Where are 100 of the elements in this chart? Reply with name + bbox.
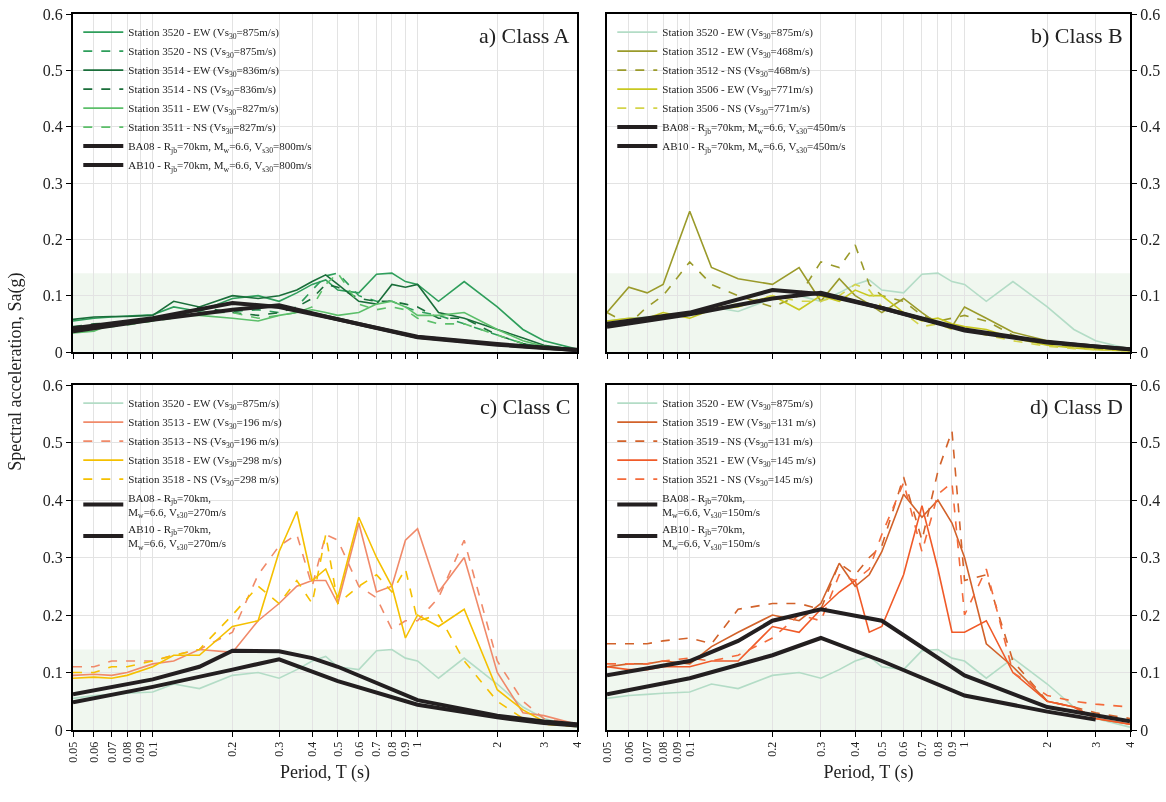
y-tick-label: 0.1 — [1140, 287, 1161, 305]
x-tick-label: 0.06 — [86, 741, 101, 763]
y-tick-label: 0.3 — [42, 549, 63, 567]
y-tick-label: 0.5 — [42, 61, 63, 79]
legend-label: Station 3520 - EW (Vs$_{30}$=875m/s) — [128, 397, 280, 412]
legend-label: Station 3514 - NS (Vs$_{30}$=836m/s) — [128, 83, 277, 98]
y-tick-label: 0.2 — [42, 230, 63, 248]
legend-label: Station 3511 - EW (Vs$_{30}$=827m/s) — [128, 102, 279, 117]
legend-label: Station 3520 - EW (Vs$_{30}$=875m/s) — [128, 26, 280, 41]
legend-label: BA08 - R$_{jb}$=70km, M$_{w}$=6.6, V$_{s30}$=800m/s — [128, 140, 312, 155]
x-tick-label: 0.09 — [133, 741, 148, 763]
legend-label: Station 3520 - EW (Vs$_{30}$=875m/s) — [662, 26, 814, 41]
legend-label: Station 3519 - NS (Vs$_{30}$=131 m/s) — [662, 435, 814, 450]
y-tick-label: 0.6 — [42, 376, 63, 394]
y-tick-label: 0.1 — [42, 287, 63, 305]
y-tick-label: 0.6 — [1140, 376, 1161, 394]
legend-label: Station 3506 - NS (Vs$_{30}$=771m/s) — [662, 102, 811, 117]
x-tick-label: 0.05 — [599, 741, 614, 763]
x-tick-label: 0.8 — [384, 741, 399, 757]
x-axis-title: Period, T (s) — [823, 762, 914, 784]
x-tick-label: 0.9 — [398, 741, 413, 757]
x-tick-label: 4 — [569, 741, 584, 748]
x-tick-label: 0.1 — [145, 741, 160, 757]
y-tick-label: 0.2 — [42, 606, 63, 624]
legend-label: Station 3521 - NS (Vs$_{30}$=145 m/s) — [662, 473, 814, 488]
x-tick-label: 0.08 — [656, 741, 670, 763]
y-tick-label: 0.3 — [42, 174, 63, 192]
x-tick-label: 0.06 — [621, 741, 636, 763]
legend-label: Station 3513 - NS (Vs$_{30}$=196 m/s) — [128, 435, 280, 450]
y-tick-label: 0.6 — [42, 5, 63, 23]
legend-label: AB10 - R$_{jb}$=70km, M$_{w}$=6.6, V$_{s30}$=800m/s — [128, 159, 312, 174]
x-axis-title: Period, T (s) — [280, 762, 370, 784]
legend-label: Station 3519 - EW (Vs$_{30}$=131 m/s) — [662, 416, 816, 431]
y-tick-label: 0.3 — [1140, 174, 1161, 192]
y-tick-label: 0.4 — [42, 118, 63, 136]
legend-label: Station 3521 - EW (Vs$_{30}$=145 m/s) — [662, 454, 816, 469]
y-tick-label: 0.1 — [42, 664, 63, 682]
x-tick-label: 0.5 — [330, 741, 345, 757]
x-tick-label: 0.3 — [271, 741, 286, 757]
x-tick-label: 0.4 — [305, 741, 320, 757]
x-tick-label: 0.6 — [896, 741, 911, 757]
x-tick-label: 2 — [1040, 741, 1055, 748]
x-tick-label: 0.8 — [930, 741, 945, 757]
text: AB10 - R$_{jb}$=70km, M$_{w}$=6.6, V$_{s30}$=150m/s — [662, 523, 761, 552]
y-tick-label: 0 — [54, 343, 63, 361]
x-tick-label: 1 — [410, 741, 425, 748]
x-tick-label: 0.07 — [640, 741, 655, 763]
x-tick-label: 0.1 — [682, 741, 697, 757]
chart-title: d) Class D — [1030, 394, 1123, 419]
x-tick-label: 2 — [490, 741, 505, 748]
x-tick-label: 0.09 — [670, 741, 685, 763]
chart-title: a) Class A — [479, 23, 570, 48]
x-tick-label: 0.2 — [765, 741, 780, 757]
legend-label: Station 3512 - NS (Vs$_{30}$=468m/s) — [662, 64, 811, 79]
x-tick-label: 0.3 — [813, 741, 828, 757]
x-tick-label: 0.07 — [104, 741, 119, 763]
x-tick-label: 1 — [957, 741, 972, 748]
chart-title: c) Class C — [480, 394, 571, 419]
x-tick-label: 0.7 — [914, 741, 929, 757]
y-tick-label: 0 — [1140, 721, 1149, 739]
x-tick-label: 0.4 — [848, 741, 863, 757]
y-tick-label: 0.4 — [1140, 118, 1161, 136]
legend-label: Station 3513 - EW (Vs$_{30}$=196 m/s) — [128, 416, 282, 431]
y-tick-label: 0.3 — [1140, 549, 1161, 567]
y-tick-label: 0.4 — [1140, 491, 1161, 509]
x-tick-label: 0.08 — [119, 741, 134, 763]
legend-label: Station 3520 - EW (Vs$_{30}$=875m/s) — [662, 397, 814, 412]
x-tick-label: 0.05 — [65, 741, 80, 763]
y-axis-title: Spectral acceleration, Sa(g) — [4, 272, 26, 471]
x-tick-label: 0.2 — [225, 741, 240, 757]
legend-label: BA08 - R$_{jb}$=70km, M$_{w}$=6.6, V$_{s30}$=450m/s — [662, 121, 846, 136]
y-tick-label: 0 — [1140, 343, 1149, 361]
y-tick-label: 0.5 — [1140, 61, 1161, 79]
x-tick-label: 0.7 — [369, 741, 384, 757]
text: AB10 - R$_{jb}$=70km, M$_{w}$=6.6, V$_{s30}$=270m/s — [128, 523, 227, 552]
x-tick-label: 0.9 — [944, 741, 959, 757]
x-tick-label: 4 — [1122, 741, 1137, 748]
legend-label: Station 3512 - EW (Vs$_{30}$=468m/s) — [662, 45, 814, 60]
y-tick-label: 0.5 — [1140, 434, 1161, 452]
y-tick-label: 0.2 — [1140, 606, 1161, 624]
y-tick-label: 0.6 — [1140, 5, 1161, 23]
x-tick-label: 3 — [1088, 741, 1103, 748]
y-tick-label: 0.4 — [42, 491, 63, 509]
legend-label: Station 3511 - NS (Vs$_{30}$=827m/s) — [128, 121, 276, 136]
y-tick-label: 0.1 — [1140, 664, 1161, 682]
y-tick-label: 0.5 — [42, 434, 63, 452]
chart-title: b) Class B — [1031, 23, 1123, 48]
text: BA08 - R$_{jb}$=70km, M$_{w}$=6.6, V$_{s30}$=150m/s — [662, 491, 761, 521]
x-tick-label: 0.5 — [874, 741, 889, 757]
legend-label: Station 3518 - EW (Vs$_{30}$=298 m/s) — [128, 454, 282, 469]
y-tick-label: 0 — [54, 721, 63, 739]
legend-label: Station 3520 - NS (Vs$_{30}$=875m/s) — [128, 45, 277, 60]
x-tick-label: 0.6 — [351, 741, 366, 757]
legend-label: Station 3506 - EW (Vs$_{30}$=771m/s) — [662, 83, 814, 98]
legend-label: Station 3514 - EW (Vs$_{30}$=836m/s) — [128, 64, 280, 79]
x-tick-label: 3 — [536, 741, 551, 748]
legend-label: AB10 - R$_{jb}$=70km, M$_{w}$=6.6, V$_{s30}$=450m/s — [662, 140, 846, 155]
text: BA08 - R$_{jb}$=70km, M$_{w}$=6.6, V$_{s30}$=270m/s — [128, 491, 227, 521]
legend-label: Station 3518 - NS (Vs$_{30}$=298 m/s) — [128, 473, 280, 488]
y-tick-label: 0.2 — [1140, 230, 1161, 248]
